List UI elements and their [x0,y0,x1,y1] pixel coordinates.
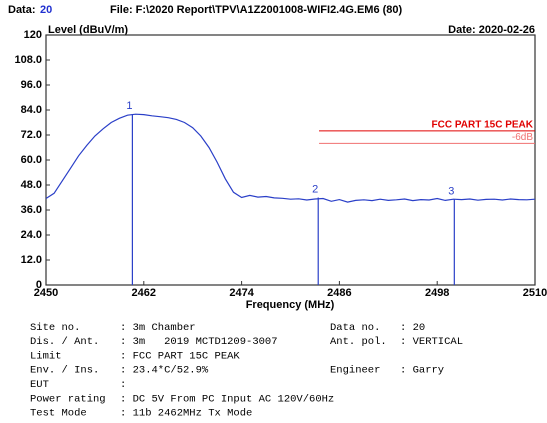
info-text: Dis. / Ant. [30,336,99,348]
info-text: Ant. pol. [330,336,387,348]
x-tick-label: 2486 [327,287,351,299]
info-text: Test Mode [30,408,87,420]
y-tick-label: 24.0 [21,229,42,241]
date: Date: 2020-02-26 [448,24,535,36]
info-text: : 11b 2462MHz Tx Mode [120,408,252,420]
y-tick-label: 84.0 [21,104,42,116]
data-label: Data: [8,4,36,16]
marker-label: 1 [126,100,132,112]
info-text: : DC 5V From PC Input AC 120V/60Hz [120,393,334,405]
info-text: EUT [30,379,49,391]
info-text: : 3m Chamber [120,322,196,334]
x-axis-label: Frequency (MHz) [246,299,335,311]
info-text: Site no. [30,322,80,334]
info-text: Data no. [330,322,380,334]
info-text: : FCC PART 15C PEAK [120,350,240,362]
info-text: : 23.4*C/52.9% [120,365,209,377]
y-tick-label: 0 [36,279,42,291]
marker-label: 3 [448,185,454,197]
y-tick-label: 12.0 [21,254,42,266]
limit-label: FCC PART 15C PEAK [432,119,534,130]
info-text: Power rating [30,393,106,405]
y-tick-label: 120 [24,29,42,41]
x-tick-label: 2450 [34,287,58,299]
marker-label: 2 [312,183,318,195]
info-text: Engineer [330,365,380,377]
y-axis-label: Level (dBuV/m) [48,24,128,36]
y-tick-label: 96.0 [21,79,42,91]
y-tick-label: 36.0 [21,204,42,216]
data-number: 20 [40,4,52,16]
info-text: : 20 [400,322,425,334]
info-text: : Garry [400,365,444,377]
file-name: File: F:\2020 Report\TPV\A1Z2001008-WIFI… [110,4,403,16]
x-tick-label: 2498 [425,287,449,299]
y-tick-label: 108.0 [14,54,42,66]
trace [45,113,536,203]
y-tick-label: 48.0 [21,179,42,191]
x-tick-label: 2462 [132,287,156,299]
info-text: Limit [30,350,62,362]
y-tick-label: 72.0 [21,129,42,141]
y-tick-label: 60.0 [21,154,42,166]
info-text: Env. / Ins. [30,365,99,377]
info-text: : [120,379,126,391]
x-tick-label: 2510 [523,287,547,299]
info-text: : 3m 2019 MCTD1209-3007 [120,336,278,348]
info-text: : VERTICAL [400,336,463,348]
plot-frame [45,34,536,286]
x-tick-label: 2474 [229,287,254,299]
limit-label: -6dB [512,132,533,143]
